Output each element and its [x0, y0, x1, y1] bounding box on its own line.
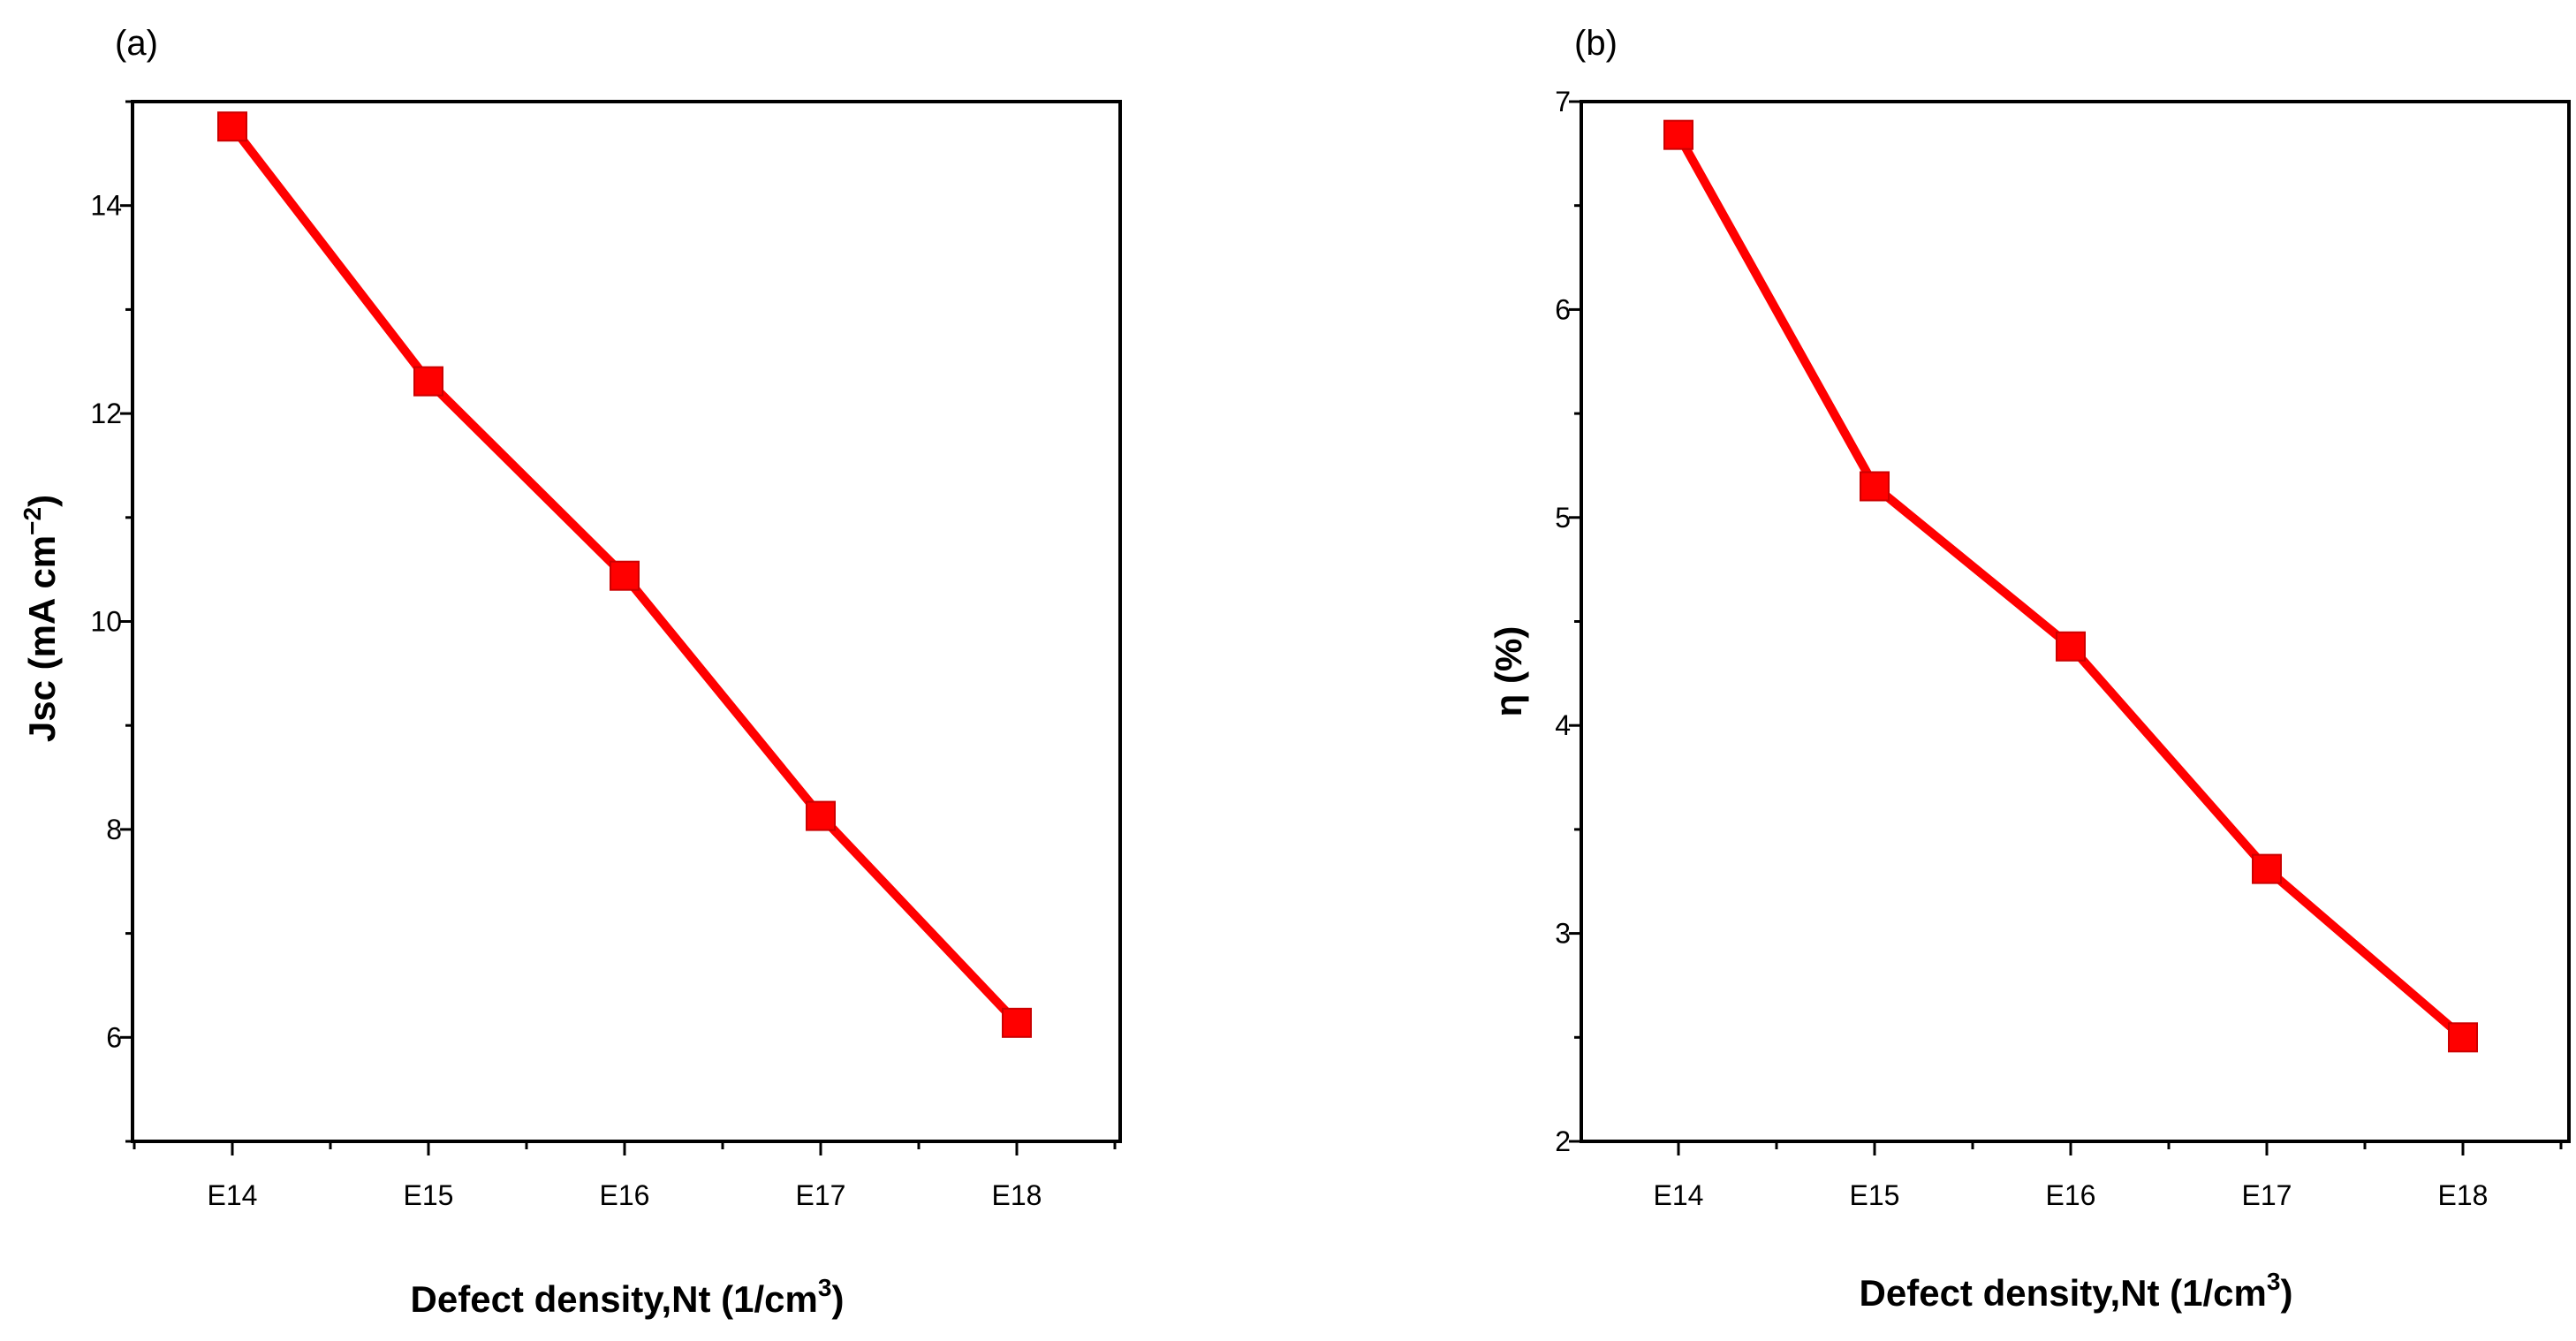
x-tick-label: E18	[2438, 1179, 2489, 1211]
y-tick-label: 3	[1555, 918, 1571, 950]
y-tick-label: 8	[106, 814, 122, 845]
data-point-e17	[2252, 853, 2282, 884]
y-tick-label: 14	[90, 190, 122, 222]
plot-frame-a	[131, 100, 1122, 1143]
y-tick-label: 5	[1555, 502, 1571, 534]
x-tick-label: E14	[208, 1179, 258, 1211]
y-axis-title-a: Jsc (mA cm−2)	[19, 495, 63, 742]
series-markers-b	[1663, 119, 2478, 1053]
y-tick-label: 6	[106, 1021, 122, 1053]
plot-frame-b	[1580, 100, 2571, 1143]
x-tick-label: E14	[1654, 1179, 1704, 1211]
y-tick-label: 2	[1555, 1125, 1571, 1157]
x-tick-label: E17	[2242, 1179, 2292, 1211]
series-markers-a	[217, 111, 1032, 1038]
y-axis-ticks-b: 2 3 4 5 6 7	[1555, 86, 1581, 1157]
data-point-e14	[1663, 119, 1693, 150]
panel-label-b: (b)	[1574, 24, 1618, 63]
data-point-e16	[610, 560, 640, 591]
chart-panel-b: (b) 2 3 4 5 6 7 E14 E15 E16 E17 E18 η (%) Defect …	[1488, 24, 2571, 1314]
data-point-e18	[2448, 1022, 2478, 1053]
y-tick-label: 12	[90, 398, 122, 429]
x-axis-ticks-a: E14 E15 E16 E17 E18	[133, 1141, 1117, 1211]
x-tick-label: E16	[600, 1179, 650, 1211]
data-point-e15	[1860, 471, 1890, 502]
chart-panel-a: (a) 6 8 10 12 14 E14 E15 E16 E17 E18 Jsc (mA cm−…	[19, 24, 1122, 1320]
x-tick-label: E15	[1850, 1179, 1900, 1211]
data-point-e14	[217, 111, 247, 142]
series-line-b	[1674, 133, 2466, 1042]
data-point-e17	[806, 800, 836, 831]
x-tick-label: E16	[2046, 1179, 2096, 1211]
y-tick-label: 7	[1555, 86, 1571, 117]
x-axis-title-b: Defect density,Nt (1/cm3)	[1860, 1268, 2293, 1314]
data-point-e16	[2056, 631, 2086, 662]
y-axis-ticks-a: 6 8 10 12 14	[90, 100, 133, 1143]
data-point-e15	[413, 366, 443, 397]
y-tick-label: 10	[90, 606, 122, 638]
x-axis-ticks-b: E14 E15 E16 E17 E18	[1654, 1141, 2563, 1211]
panel-label-a: (a)	[115, 24, 158, 63]
data-point-e18	[1002, 1007, 1032, 1038]
y-tick-label: 6	[1555, 293, 1571, 325]
x-tick-label: E18	[992, 1179, 1042, 1211]
y-axis-title-b: η (%)	[1488, 626, 1529, 717]
x-tick-label: E17	[796, 1179, 846, 1211]
x-tick-label: E15	[404, 1179, 454, 1211]
x-axis-title-a: Defect density,Nt (1/cm3)	[411, 1274, 845, 1320]
y-tick-label: 4	[1555, 709, 1571, 741]
